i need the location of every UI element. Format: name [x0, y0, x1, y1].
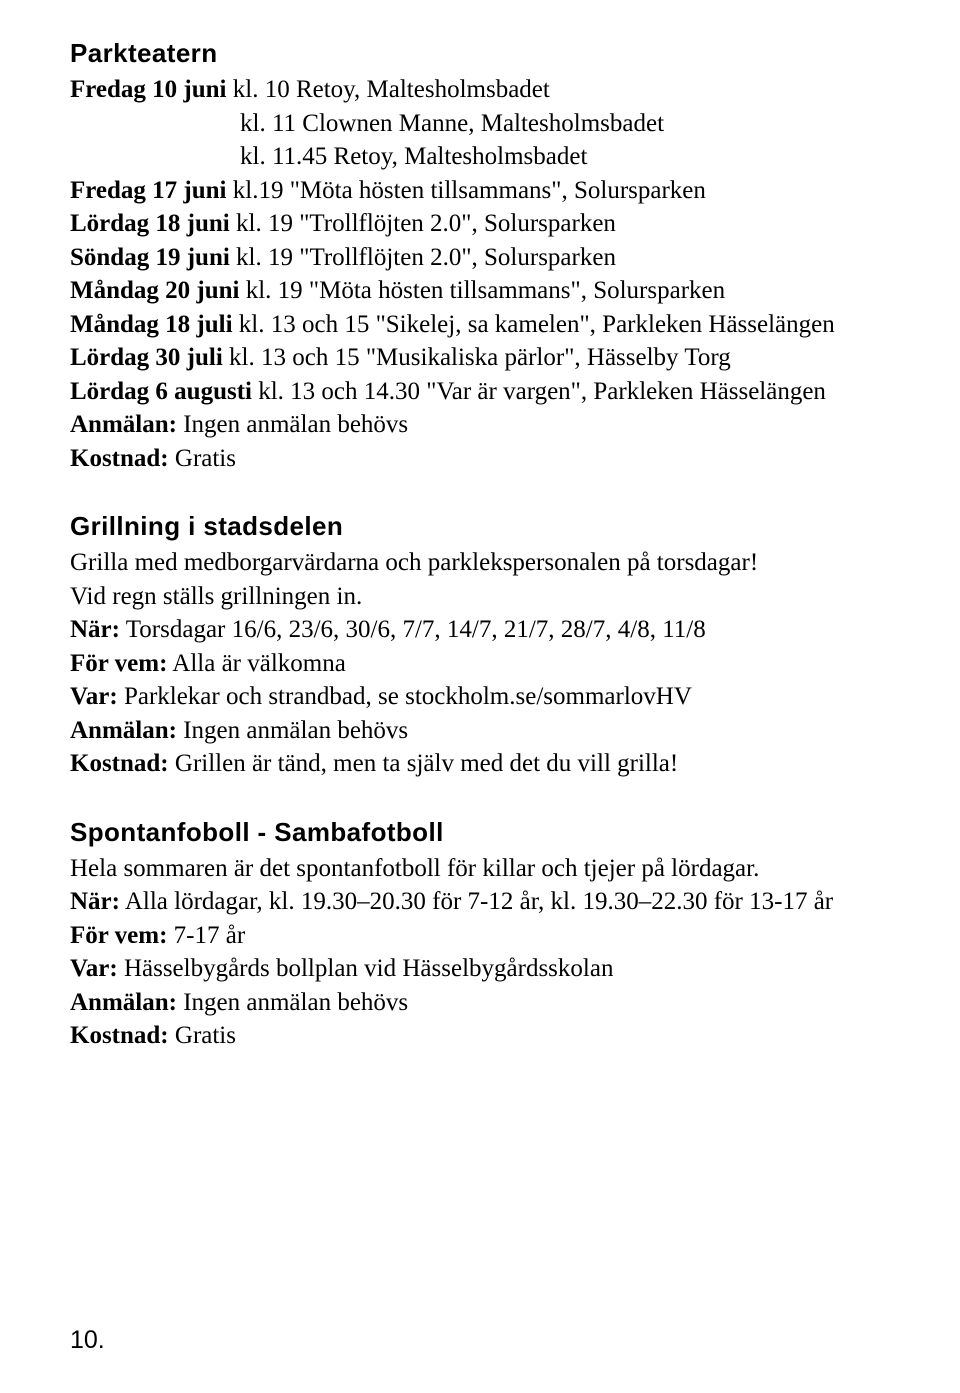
- event-date: Måndag 20 juni: [70, 277, 239, 304]
- info-text: Torsdagar 16/6, 23/6, 30/6, 7/7, 14/7, 2…: [120, 616, 706, 643]
- event-line: Fredag 17 juni kl.19 "Möta hösten tillsa…: [70, 174, 890, 208]
- info-label: När:: [70, 616, 120, 643]
- info-line-anmalan: Anmälan: Ingen anmälan behövs: [70, 714, 890, 748]
- info-label: För vem:: [70, 650, 167, 677]
- event-text: kl.19 "Möta hösten tillsammans", Solursp…: [227, 177, 706, 204]
- info-label: Anmälan:: [70, 411, 177, 438]
- info-text: Hässelbygårds bollplan vid Hässelbygårds…: [118, 955, 614, 982]
- event-date: Lördag 18 juni: [70, 210, 230, 237]
- heading-spontan: Spontanfoboll - Sambafotboll: [70, 817, 890, 848]
- intro-text: Vid regn ställs grillningen in.: [70, 580, 890, 614]
- section-parkteatern: Parkteatern Fredag 10 juni kl. 10 Retoy,…: [70, 38, 890, 475]
- info-line-var: Var: Parklekar och strandbad, se stockho…: [70, 680, 890, 714]
- event-date: Söndag 19 juni: [70, 244, 230, 271]
- info-line-forvem: För vem: Alla är välkomna: [70, 647, 890, 681]
- event-date: Måndag 18 juli: [70, 311, 233, 338]
- info-line-anmalan: Anmälan: Ingen anmälan behövs: [70, 408, 890, 442]
- event-text: kl. 19 "Trollflöjten 2.0", Solursparken: [230, 244, 616, 271]
- info-label: För vem:: [70, 922, 167, 949]
- section-grillning: Grillning i stadsdelen Grilla med medbor…: [70, 511, 890, 781]
- heading-parkteatern: Parkteatern: [70, 38, 890, 69]
- info-label: Var:: [70, 955, 118, 982]
- info-label: Anmälan:: [70, 717, 177, 744]
- event-date: Fredag 17 juni: [70, 177, 227, 204]
- info-line-nar: När: Alla lördagar, kl. 19.30–20.30 för …: [70, 885, 890, 919]
- info-label: När:: [70, 888, 120, 915]
- info-label: Kostnad:: [70, 750, 169, 777]
- info-line-kostnad: Kostnad: Gratis: [70, 442, 890, 476]
- event-text: kl. 19 "Möta hösten tillsammans", Solurs…: [239, 277, 725, 304]
- info-text: Ingen anmälan behövs: [177, 411, 408, 438]
- event-line: Söndag 19 juni kl. 19 "Trollflöjten 2.0"…: [70, 241, 890, 275]
- info-text: 7-17 år: [167, 922, 245, 949]
- info-label: Kostnad:: [70, 1022, 169, 1049]
- info-text: Ingen anmälan behövs: [177, 717, 408, 744]
- info-line-kostnad: Kostnad: Grillen är tänd, men ta själv m…: [70, 747, 890, 781]
- info-line-anmalan: Anmälan: Ingen anmälan behövs: [70, 986, 890, 1020]
- section-spontan: Spontanfoboll - Sambafotboll Hela sommar…: [70, 817, 890, 1053]
- info-label: Kostnad:: [70, 445, 169, 472]
- event-line: Måndag 20 juni kl. 19 "Möta hösten tills…: [70, 274, 890, 308]
- event-date: Lördag 30 juli: [70, 344, 223, 371]
- intro-text: Grilla med medborgarvärdarna och parklek…: [70, 546, 890, 580]
- info-text: Parklekar och strandbad, se stockholm.se…: [118, 683, 692, 710]
- event-date: Fredag 10 juni: [70, 76, 227, 103]
- info-line-var: Var: Hässelbygårds bollplan vid Hässelby…: [70, 952, 890, 986]
- info-text: Ingen anmälan behövs: [177, 989, 408, 1016]
- info-line-kostnad: Kostnad: Gratis: [70, 1019, 890, 1053]
- event-line: Måndag 18 juli kl. 13 och 15 "Sikelej, s…: [70, 308, 890, 342]
- info-text: Alla är välkomna: [167, 650, 345, 677]
- event-text: kl. 13 och 15 "Musikaliska pärlor", Häss…: [223, 344, 731, 371]
- event-line-indented: kl. 11 Clownen Manne, Maltesholmsbadet: [70, 107, 890, 141]
- event-line: Fredag 10 juni kl. 10 Retoy, Maltesholms…: [70, 73, 890, 107]
- info-label: Var:: [70, 683, 118, 710]
- event-text: kl. 13 och 15 "Sikelej, sa kamelen", Par…: [233, 311, 835, 338]
- event-text: kl. 10 Retoy, Maltesholmsbadet: [227, 76, 550, 103]
- info-text: Alla lördagar, kl. 19.30–20.30 för 7-12 …: [120, 888, 833, 915]
- info-line-forvem: För vem: 7-17 år: [70, 919, 890, 953]
- heading-grillning: Grillning i stadsdelen: [70, 511, 890, 542]
- event-text: kl. 13 och 14.30 "Var är vargen", Parkle…: [252, 378, 826, 405]
- info-text: Gratis: [169, 1022, 236, 1049]
- event-line: Lördag 6 augusti kl. 13 och 14.30 "Var ä…: [70, 375, 890, 409]
- info-line-nar: När: Torsdagar 16/6, 23/6, 30/6, 7/7, 14…: [70, 613, 890, 647]
- event-text: kl. 19 "Trollflöjten 2.0", Solursparken: [230, 210, 616, 237]
- page-number: 10.: [70, 1326, 105, 1355]
- info-text: Grillen är tänd, men ta själv med det du…: [169, 750, 679, 777]
- event-line: Lördag 30 juli kl. 13 och 15 "Musikalisk…: [70, 341, 890, 375]
- info-label: Anmälan:: [70, 989, 177, 1016]
- info-text: Gratis: [169, 445, 236, 472]
- event-line-indented: kl. 11.45 Retoy, Maltesholmsbadet: [70, 140, 890, 174]
- intro-text: Hela sommaren är det spontanfotboll för …: [70, 852, 890, 886]
- event-line: Lördag 18 juni kl. 19 "Trollflöjten 2.0"…: [70, 207, 890, 241]
- event-date: Lördag 6 augusti: [70, 378, 252, 405]
